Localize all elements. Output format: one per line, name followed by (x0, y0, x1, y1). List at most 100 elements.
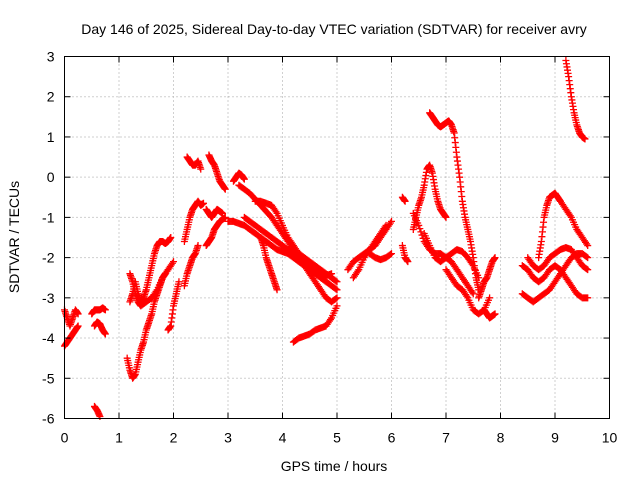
series-track-03 (88, 304, 109, 318)
series-track-08 (126, 270, 169, 310)
series-track-28 (409, 161, 450, 233)
data-point (469, 290, 477, 298)
data-point (386, 250, 394, 258)
data-point (468, 288, 476, 296)
data-point (74, 310, 82, 318)
data-point (326, 316, 334, 324)
y-tick-label: -3 (42, 290, 55, 306)
data-point (416, 225, 424, 233)
y-axis-label: SDTVAR / TECUs (6, 181, 22, 293)
series-track-19 (251, 197, 341, 286)
series-track-33 (475, 254, 499, 302)
series-track-02 (61, 306, 82, 330)
series-track-01 (61, 322, 82, 350)
x-tick-label: 5 (333, 430, 341, 446)
data-point (584, 294, 592, 302)
series-track-05 (90, 402, 104, 420)
x-tick-label: 10 (602, 430, 618, 446)
series-track-29 (409, 209, 477, 298)
data-point (581, 135, 589, 143)
data-point (381, 223, 389, 231)
series-track-22 (289, 302, 341, 346)
data-point (415, 221, 423, 229)
data-point (491, 310, 499, 318)
chart-title: Day 146 of 2025, Sidereal Day-to-day VTE… (81, 21, 587, 37)
data-point (417, 228, 425, 236)
x-tick-label: 2 (170, 430, 178, 446)
data-point (332, 277, 340, 285)
data-point (442, 213, 450, 221)
series-track-10 (180, 242, 202, 290)
y-tick-label: -4 (42, 330, 55, 346)
y-tick-label: -6 (42, 411, 55, 427)
y-tick-label: -5 (42, 370, 55, 386)
data-point (273, 286, 281, 294)
data-point (221, 185, 229, 193)
data-point (272, 208, 280, 216)
series-track-17 (235, 181, 341, 306)
data-point (199, 199, 207, 207)
series-track-24 (349, 221, 390, 282)
data-point (583, 253, 591, 261)
x-tick-label: 1 (115, 430, 123, 446)
data-point (101, 306, 109, 314)
data-points-layer (61, 57, 592, 420)
data-point (170, 258, 177, 266)
series-track-12 (183, 153, 205, 173)
data-point (333, 302, 341, 310)
data-point (74, 322, 82, 330)
data-point (168, 259, 176, 267)
data-point (382, 221, 390, 229)
series-track-25 (366, 250, 395, 264)
data-point (240, 175, 248, 183)
series-track-15 (205, 151, 229, 193)
data-point (101, 330, 109, 338)
series-track-13 (202, 213, 229, 250)
data-point (333, 286, 341, 294)
x-tick-label: 7 (442, 430, 450, 446)
data-point (463, 292, 471, 300)
x-tick-label: 8 (497, 430, 505, 446)
data-point (584, 254, 592, 262)
series-track-27 (398, 193, 409, 205)
data-point (161, 270, 169, 278)
series-track-11 (180, 197, 207, 246)
data-point (333, 294, 341, 302)
data-point (486, 294, 494, 302)
y-tick-label: -1 (42, 209, 55, 225)
series-track-30 (420, 229, 483, 282)
data-point (194, 242, 202, 250)
x-tick-label: 4 (279, 430, 287, 446)
x-tick-label: 0 (61, 430, 69, 446)
data-point (584, 266, 592, 274)
y-tick-label: 2 (47, 89, 55, 105)
x-tick-label: 6 (388, 430, 396, 446)
y-tick-label: 0 (47, 169, 55, 185)
x-axis-label: GPS time / hours (281, 458, 388, 474)
data-point (152, 287, 160, 295)
data-point (388, 250, 395, 258)
series-track-38 (535, 189, 592, 262)
data-point (386, 219, 394, 227)
series-track-09 (164, 278, 183, 334)
data-point (584, 242, 592, 250)
data-point (388, 217, 395, 225)
data-point (219, 209, 227, 217)
y-tick-label: 1 (47, 129, 55, 145)
x-tick-label: 3 (224, 430, 232, 446)
data-point (566, 212, 574, 220)
axes-layer (64, 56, 610, 419)
y-tick-label: -2 (42, 250, 55, 266)
series-track-04 (90, 318, 109, 338)
data-point (404, 258, 412, 266)
series-track-26 (398, 242, 412, 266)
series-track-34 (480, 306, 499, 322)
data-point (332, 285, 340, 293)
data-point (197, 165, 205, 173)
series-track-31 (426, 109, 483, 294)
data-point (401, 197, 409, 205)
series-track-14 (202, 205, 227, 221)
data-point (175, 278, 183, 286)
series-track-21 (229, 169, 248, 185)
